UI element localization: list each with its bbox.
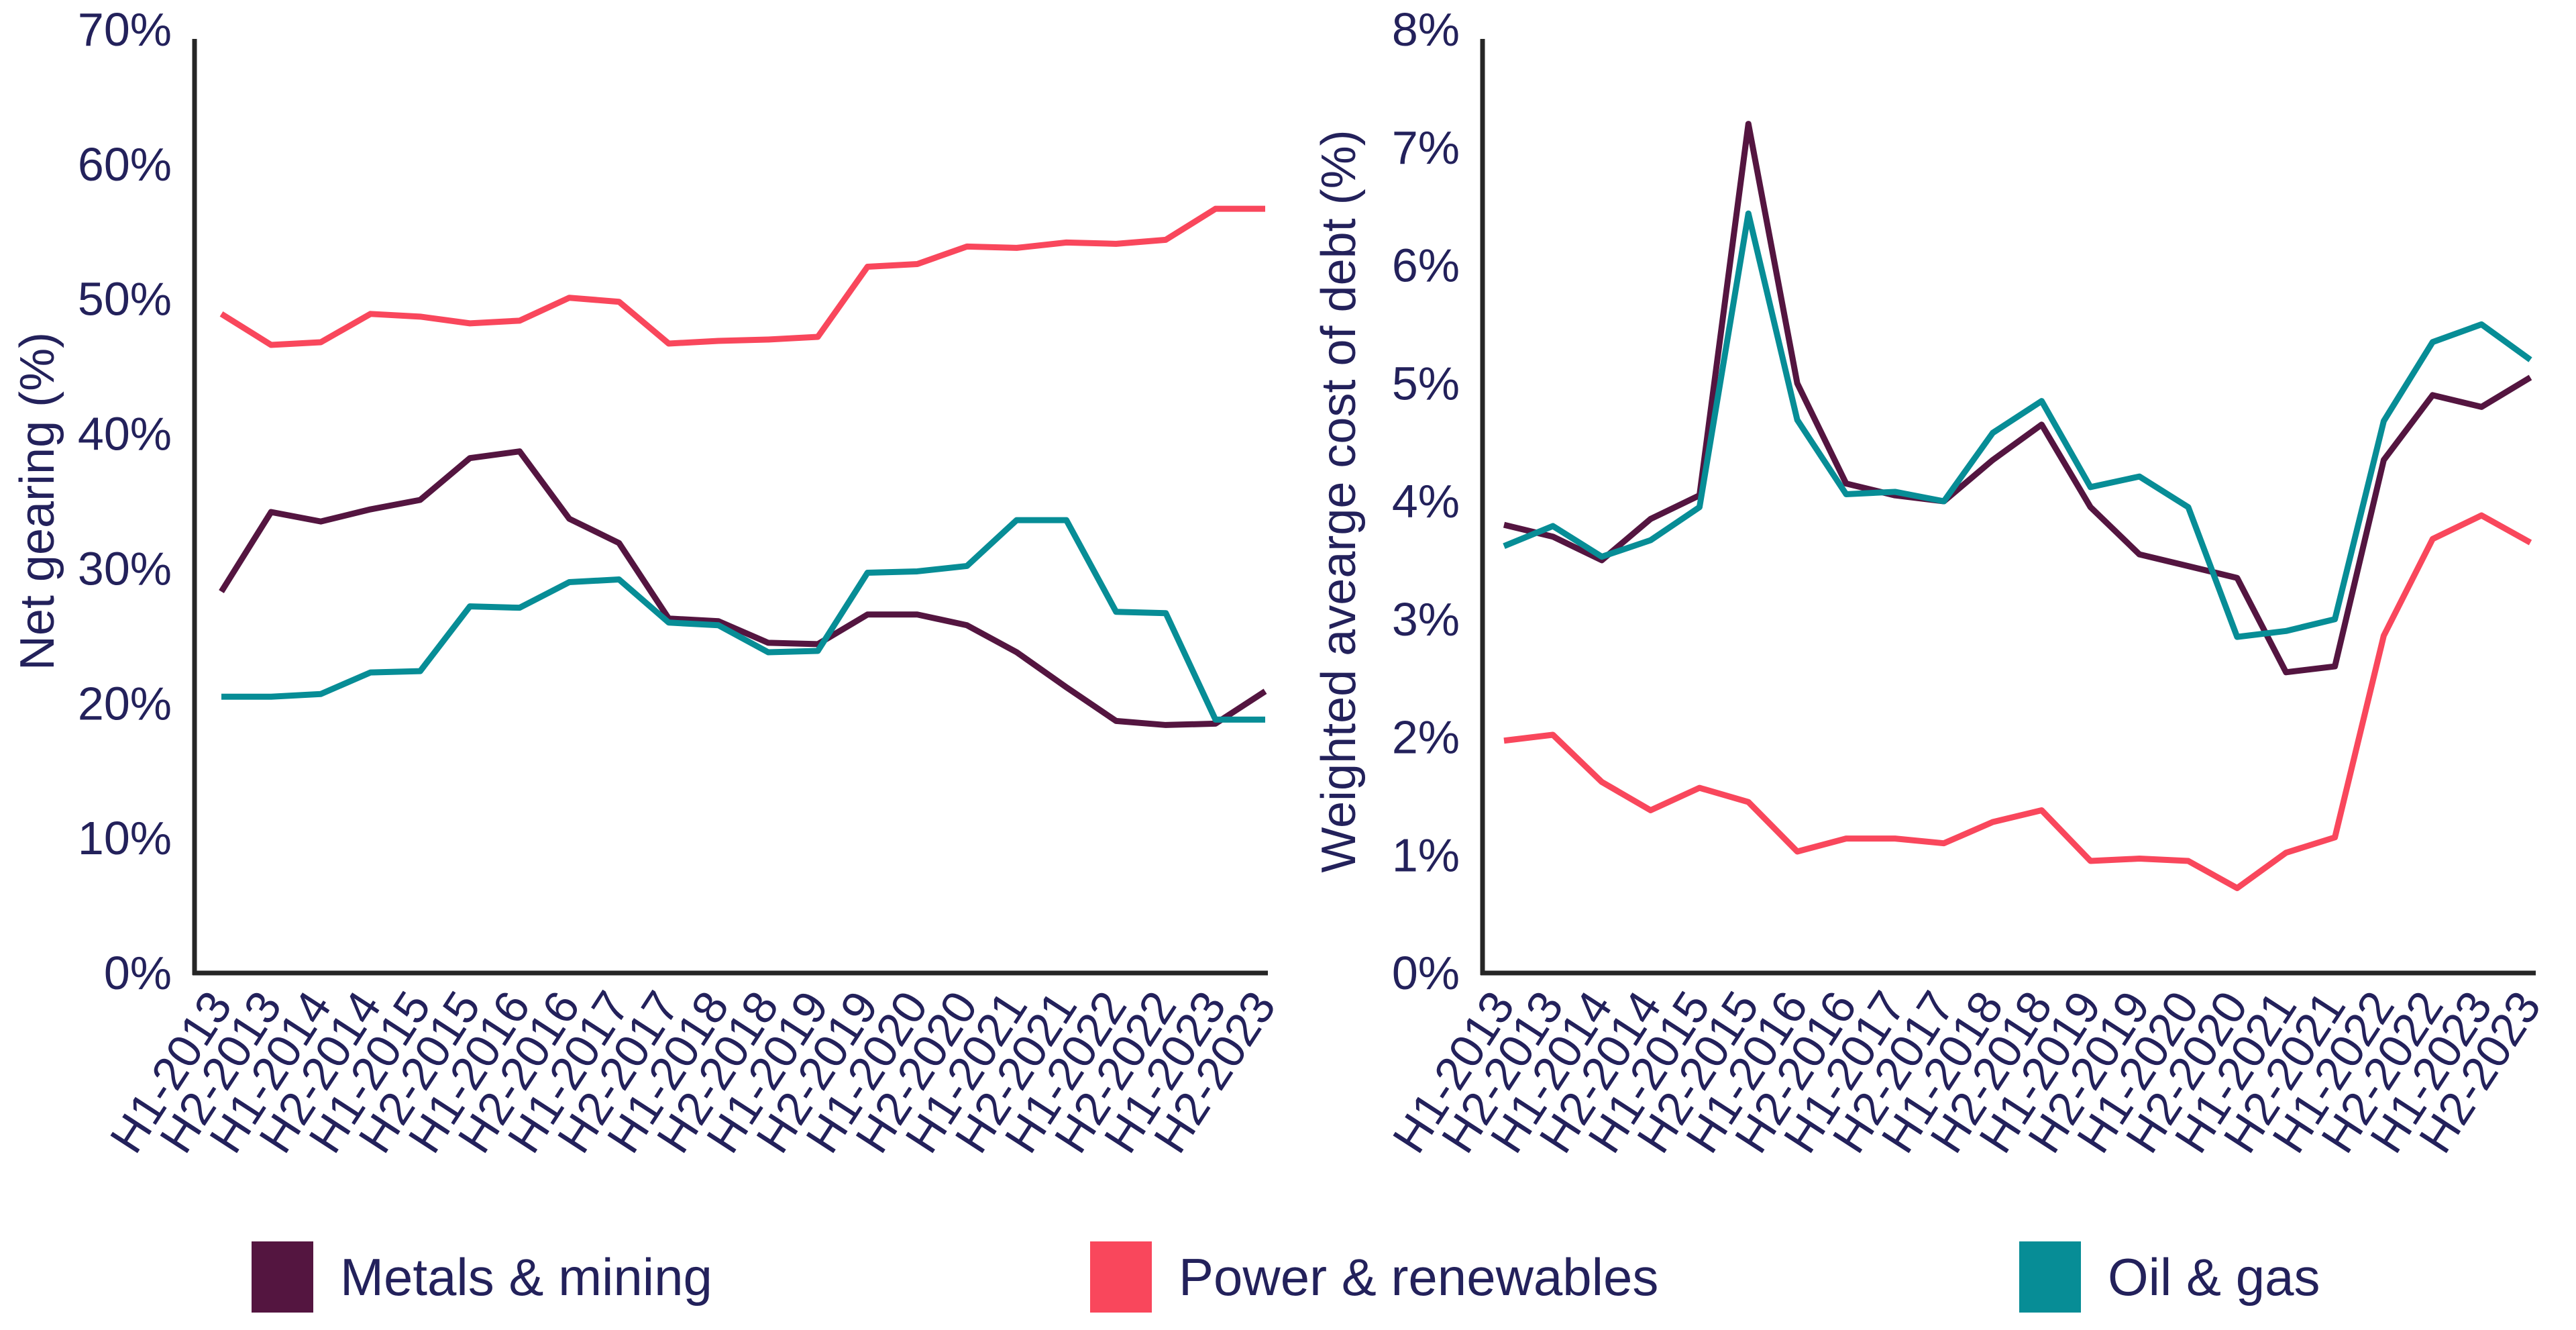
legend-label: Metals & mining	[340, 1247, 712, 1307]
y-tick-label: 10%	[78, 812, 172, 864]
y-tick-label: 20%	[78, 677, 172, 729]
chart-legend: Metals & mining Power & renewables Oil & g…	[0, 1241, 2576, 1322]
y-tick-label: 7%	[1392, 121, 1460, 174]
y-tick-label: 60%	[78, 138, 172, 191]
series-line-power	[219, 205, 1265, 348]
y-tick-label: 6%	[1392, 240, 1460, 292]
legend-item: Power & renewables	[1090, 1241, 1658, 1313]
legend-label: Oil & gas	[2108, 1247, 2320, 1307]
y-tick-label: 30%	[78, 542, 172, 595]
legend-item: Metals & mining	[252, 1241, 712, 1313]
y-tick-label: 4%	[1392, 475, 1460, 527]
y-tick-label: 1%	[1392, 829, 1460, 881]
series-line-metals	[219, 448, 1267, 728]
legend-swatch-power	[1090, 1241, 1152, 1313]
y-tick-label: 3%	[1392, 593, 1460, 646]
series-line-metals	[1503, 121, 2532, 676]
series-line-power	[1503, 512, 2532, 891]
y-tick-label: 0%	[104, 947, 172, 999]
legend-label: Power & renewables	[1179, 1247, 1659, 1307]
cost-of-debt-chart: 0%1%2%3%4%5%6%7%8%H1-2013H2-2013H1-2014H…	[1383, 3, 2551, 1162]
y-tick-label: 50%	[78, 273, 172, 325]
right-y-axis-title: Weighted avearge cost of debt (%)	[1312, 130, 1366, 872]
legend-item: Oil & gas	[2019, 1241, 2320, 1313]
left-y-axis-title: Net gearing (%)	[11, 332, 64, 670]
y-tick-label: 40%	[78, 408, 172, 460]
y-tick-label: 2%	[1392, 711, 1460, 764]
legend-swatch-metals	[252, 1241, 313, 1313]
y-tick-label: 5%	[1392, 357, 1460, 409]
legend-swatch-oil	[2019, 1241, 2081, 1313]
series-line-oil	[221, 517, 1265, 723]
net-gearing-chart: 0%10%20%30%40%50%60%70%H1-2013H2-2013H1-…	[78, 3, 1286, 1162]
y-tick-label: 0%	[1392, 947, 1460, 999]
y-tick-label: 70%	[78, 3, 172, 56]
y-tick-label: 8%	[1392, 3, 1460, 56]
series-line-oil	[1503, 210, 2532, 640]
